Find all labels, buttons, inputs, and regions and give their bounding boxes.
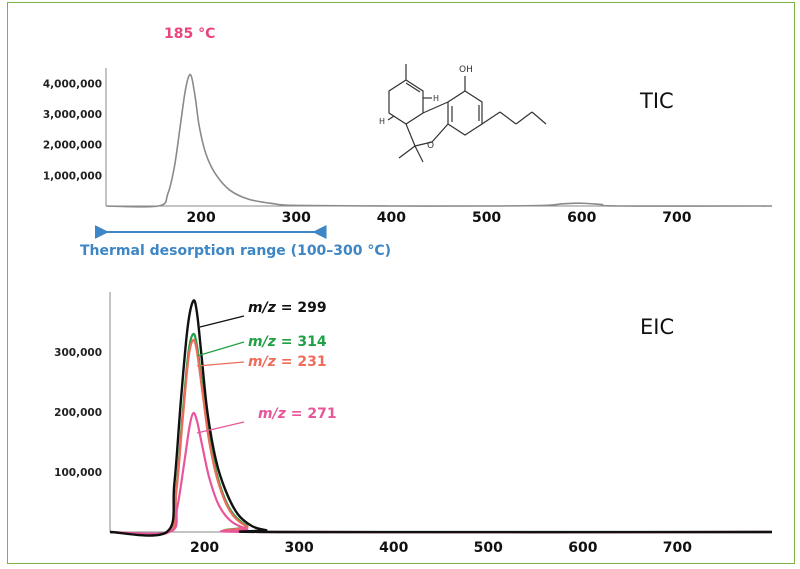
molecule-atom-label-oh: OH [459,65,473,75]
eic-x-tick-label: 200 [190,540,219,556]
eic-series-label: m/z = 271 [258,406,337,422]
thermal-range-label: Thermal desorption range (100–300 °C) [80,243,391,259]
tic-y-tick-label: 1,000,000 [43,170,102,182]
tic-y-tick-label: 3,000,000 [43,109,102,121]
eic-label-leader-line [196,361,245,367]
eic-label-leader-line [196,341,245,357]
figure-frame [7,2,795,564]
eic-series-labels: m/z = 299 m/z = 314 m/z = 231 m/z = 271 [196,300,337,434]
eic-series-lines [109,299,773,537]
tic-y-tick-labels: 1,000,000 2,000,000 3,000,000 4,000,000 [43,78,102,182]
eic-label-leader-line [196,421,245,434]
molecule-atom-label-h2: H [379,117,385,126]
molecule-atom-label-o: O [427,141,434,151]
tic-x-tick-label: 700 [662,210,691,226]
thc-molecule-structure [387,64,547,163]
eic-y-tick-labels: 100,000 200,000 300,000 [54,347,102,479]
eic-title: EIC [640,315,674,339]
tic-x-tick-label: 600 [567,210,596,226]
eic-label-leader-line [199,315,245,328]
eic-x-tick-label: 400 [379,540,408,556]
eic-series-line [109,332,773,537]
tic-x-tick-label: 400 [377,210,406,226]
eic-series-label: m/z = 231 [248,354,327,370]
tic-y-tick-label: 4,000,000 [43,78,102,90]
tic-title: TIC [639,89,674,113]
tic-x-tick-label: 200 [187,210,216,226]
eic-x-tick-label: 700 [663,540,692,556]
tic-panel: 1,000,000 2,000,000 3,000,000 4,000,000 200… [43,26,773,259]
tic-x-tick-label: 300 [282,210,311,226]
tic-x-tick-labels: 200 300 400 500 600 700 [187,210,692,226]
eic-x-tick-label: 300 [285,540,314,556]
tic-peak-label: 185 °C [164,26,215,42]
tic-y-tick-label: 2,000,000 [43,140,102,152]
molecule-atom-label-h1: H [433,94,439,103]
eic-series-line [109,338,773,536]
eic-series-label: m/z = 314 [248,334,327,350]
eic-y-tick-label: 300,000 [54,347,102,359]
tic-x-tick-label: 500 [472,210,501,226]
eic-x-tick-label: 600 [568,540,597,556]
eic-x-tick-label: 500 [474,540,503,556]
eic-y-tick-label: 100,000 [54,467,102,479]
eic-series-line [109,299,773,537]
eic-y-tick-label: 200,000 [54,407,102,419]
eic-series-label: m/z = 299 [248,300,327,316]
tic-series-line [105,73,773,208]
eic-panel: 100,000 200,000 300,000 200 300 400 500 600 700… [54,292,773,556]
eic-x-tick-labels: 200 300 400 500 600 700 [190,540,692,556]
